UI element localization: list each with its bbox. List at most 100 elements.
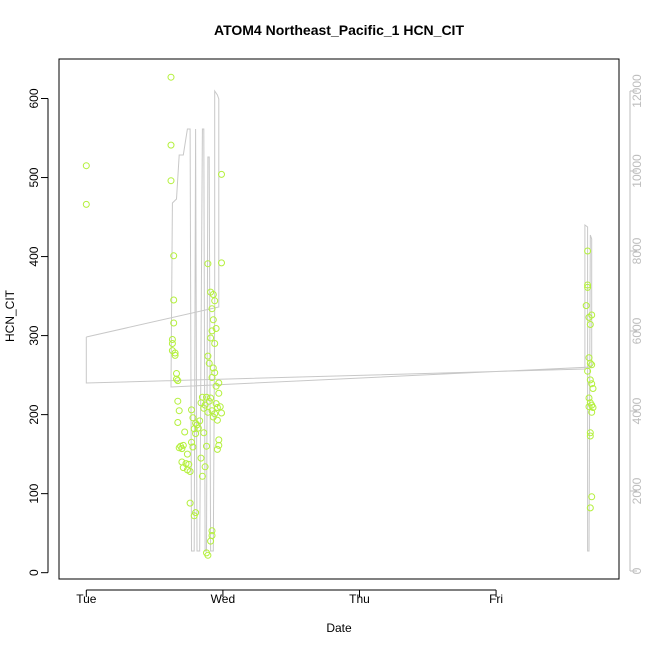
data-point [585,394,593,402]
line-series [85,89,593,552]
data-point [218,409,225,417]
data-point [201,401,209,409]
data-point [586,376,594,384]
data-point [183,450,191,458]
data-point [585,403,593,411]
data-point [585,354,593,362]
data-point [216,403,224,411]
data-point [215,441,223,449]
data-point [209,364,217,372]
data-point [204,551,212,559]
data-point [170,252,178,260]
data-point [218,259,225,267]
left-tick-label: 400 [27,246,41,266]
data-point [168,336,176,343]
data-point [186,468,194,475]
chart-title: ATOM4 Northeast_Pacific_1 HCN_CIT [214,22,464,38]
data-point [211,297,219,305]
data-point [213,404,221,411]
data-point [181,428,189,436]
data-point [189,414,197,422]
data-point [205,359,213,367]
data-point [188,438,195,446]
data-point [170,296,178,304]
data-point [189,443,197,451]
data-point [208,374,216,381]
data-point [186,499,194,507]
left-tick-label: 600 [27,88,41,108]
data-point [168,340,176,347]
data-point [174,419,182,426]
data-point [588,361,596,369]
data-point [582,302,590,310]
left-y-axis: 0 100 200 300 400 500 600 [27,88,49,576]
data-point [213,445,221,453]
right-tick-label: 4000 [630,397,644,424]
data-point [588,311,596,319]
data-point [584,281,592,289]
data-point [174,397,182,405]
data-point [586,321,594,328]
y-axis-label: HCN_CIT [3,289,17,342]
data-point [82,162,90,170]
data-point [185,460,193,468]
data-point [194,424,202,432]
x-tick-label: Thu [349,592,370,606]
data-point [173,375,180,383]
data-point [584,367,592,375]
data-point [584,247,592,255]
series-line [85,89,593,552]
data-point [192,509,200,517]
x-axis-label: Date [326,621,352,635]
left-tick-label: 100 [27,483,41,503]
data-point [82,200,90,208]
data-point [586,432,594,440]
data-point [167,73,175,81]
data-point [204,260,212,268]
left-tick-label: 0 [27,569,41,576]
data-point [207,394,215,402]
data-point [203,442,210,450]
data-point [588,408,596,416]
data-point [192,430,200,438]
data-point [178,445,186,453]
x-tick-label: Fri [489,592,503,606]
data-point [174,377,182,385]
data-point [200,429,208,437]
right-tick-label: 2000 [630,477,644,504]
data-point [200,404,208,412]
data-point [204,352,212,360]
data-point [201,463,209,471]
data-point [207,288,215,296]
data-point [190,512,198,520]
data-point [207,334,215,342]
x-axis: Tue Wed Thu Fri [76,589,503,606]
data-point [188,406,195,414]
data-point [586,504,594,512]
data-point [196,417,204,425]
plot-frame [58,58,620,580]
x-tick-label: Wed [211,592,235,606]
data-point [212,325,220,332]
data-point [197,454,205,462]
data-point [589,404,597,411]
data-point [586,359,594,367]
right-tick-label: 6000 [630,317,644,344]
data-point [209,316,217,324]
point-series [82,73,597,559]
right-y-axis: 0 2000 4000 6000 8000 10000 12000 [629,74,644,574]
right-tick-label: 10000 [630,154,644,188]
left-tick-label: 200 [27,404,41,424]
data-point [175,407,183,415]
x-tick-label: Tue [76,592,97,606]
data-point [198,393,206,401]
data-point [208,527,216,535]
data-point [205,397,213,405]
right-tick-label: 8000 [630,237,644,264]
data-point [198,472,206,480]
data-point [211,340,219,347]
data-point [588,380,596,388]
data-point [167,141,175,149]
data-point [584,283,592,291]
